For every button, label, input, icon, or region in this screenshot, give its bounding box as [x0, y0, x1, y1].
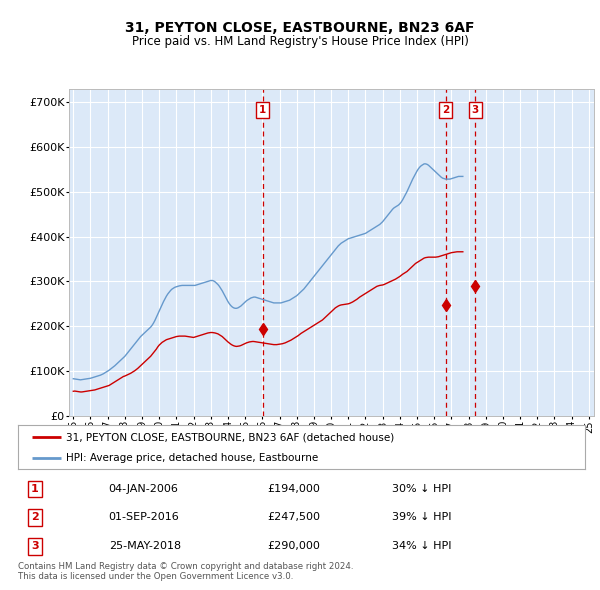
Text: 2: 2 [442, 105, 449, 115]
Text: 34% ↓ HPI: 34% ↓ HPI [392, 542, 452, 552]
Text: Contains HM Land Registry data © Crown copyright and database right 2024.: Contains HM Land Registry data © Crown c… [18, 562, 353, 571]
Text: HPI: Average price, detached house, Eastbourne: HPI: Average price, detached house, East… [66, 453, 319, 463]
Text: 30% ↓ HPI: 30% ↓ HPI [392, 484, 452, 494]
Text: 25-MAY-2018: 25-MAY-2018 [109, 542, 181, 552]
Text: 04-JAN-2006: 04-JAN-2006 [109, 484, 179, 494]
Text: 31, PEYTON CLOSE, EASTBOURNE, BN23 6AF: 31, PEYTON CLOSE, EASTBOURNE, BN23 6AF [125, 21, 475, 35]
Text: This data is licensed under the Open Government Licence v3.0.: This data is licensed under the Open Gov… [18, 572, 293, 581]
Text: 2: 2 [31, 512, 39, 522]
Text: 39% ↓ HPI: 39% ↓ HPI [392, 512, 452, 522]
Text: 3: 3 [472, 105, 479, 115]
Text: £194,000: £194,000 [268, 484, 320, 494]
Text: 1: 1 [259, 105, 266, 115]
Text: £290,000: £290,000 [268, 542, 320, 552]
Text: 1: 1 [31, 484, 39, 494]
Text: £247,500: £247,500 [268, 512, 320, 522]
Text: Price paid vs. HM Land Registry's House Price Index (HPI): Price paid vs. HM Land Registry's House … [131, 35, 469, 48]
Text: 3: 3 [31, 542, 39, 552]
Text: 01-SEP-2016: 01-SEP-2016 [109, 512, 179, 522]
Text: 31, PEYTON CLOSE, EASTBOURNE, BN23 6AF (detached house): 31, PEYTON CLOSE, EASTBOURNE, BN23 6AF (… [66, 432, 394, 442]
